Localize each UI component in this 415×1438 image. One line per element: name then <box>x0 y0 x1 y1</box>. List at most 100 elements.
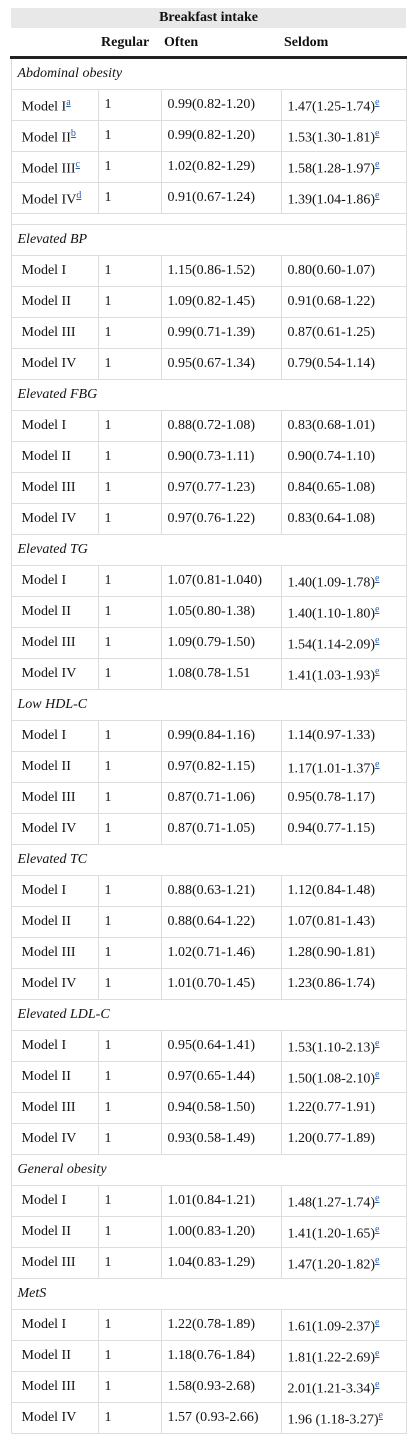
group-header: Breakfast intake <box>11 8 407 30</box>
seldom-cell: 0.84(0.65-1.08) <box>280 472 407 504</box>
footnote-link[interactable]: e <box>375 1223 380 1235</box>
model-cell: Model III <box>10 1092 99 1124</box>
footnote-link[interactable]: a <box>66 96 71 108</box>
data-row: Model I 1 0.88(0.72-1.08) 0.83(0.68-1.01) <box>10 410 407 442</box>
model-label: Model II <box>21 1348 71 1363</box>
footnote-link[interactable]: c <box>75 158 80 170</box>
seldom-value: 1.54(1.14-2.09) <box>287 637 376 653</box>
seldom-value: 1.40(1.10-1.80) <box>287 606 376 622</box>
section-title: General obesity <box>10 1154 407 1186</box>
section-row: MetS <box>10 1278 407 1310</box>
seldom-cell: 1.12(0.84-1.48) <box>280 875 407 907</box>
footnote-link[interactable]: e <box>375 1347 380 1359</box>
data-row: Model II 1 1.09(0.82-1.45) 0.91(0.68-1.22) <box>10 286 407 318</box>
model-cell: Model II <box>10 751 99 783</box>
seldom-cell: 1.81(1.22-2.69)e <box>280 1340 407 1372</box>
model-label: Model IV <box>21 1410 77 1425</box>
seldom-value: 1.23(0.86-1.74) <box>287 976 376 991</box>
often-cell: 0.95(0.67-1.34) <box>160 348 282 380</box>
model-label: Model IV <box>21 976 77 991</box>
column-header-blank <box>10 29 98 59</box>
often-cell: 0.99(0.82-1.20) <box>160 120 282 152</box>
footnote-link[interactable]: e <box>375 758 380 770</box>
footnote-link[interactable]: e <box>375 1068 380 1080</box>
footnote-link[interactable]: e <box>375 189 380 201</box>
section-row: Low HDL-C <box>10 689 407 721</box>
often-cell: 0.97(0.82-1.15) <box>160 751 282 783</box>
data-row: Model I 1 1.07(0.81-1.040) 1.40(1.09-1.78)e <box>10 565 407 597</box>
regular-cell: 1 <box>97 89 162 121</box>
footnote-link[interactable]: e <box>375 1378 380 1390</box>
model-label: Model III <box>21 1379 76 1394</box>
section-title: Elevated BP <box>10 224 407 256</box>
model-label: Model I <box>21 99 67 115</box>
model-cell: Model IIb <box>10 120 99 152</box>
seldom-cell: 0.83(0.64-1.08) <box>280 503 407 535</box>
footnote-link[interactable]: e <box>375 127 380 139</box>
footnote-link[interactable]: b <box>70 127 76 139</box>
footnote-ref: e <box>375 571 379 584</box>
section-title: MetS <box>10 1278 407 1310</box>
seldom-value: 2.01(1.21-3.34) <box>287 1381 376 1397</box>
seldom-cell: 1.96 (1.18-3.27)e <box>280 1402 407 1434</box>
data-table: Breakfast intake Regular Often Seldom Ab… <box>10 8 407 1434</box>
seldom-cell: 1.17(1.01-1.37)e <box>280 751 407 783</box>
seldom-value: 1.41(1.20-1.65) <box>287 1226 376 1242</box>
seldom-cell: 1.20(0.77-1.89) <box>280 1123 407 1155</box>
model-cell: Model III <box>10 627 99 659</box>
regular-cell: 1 <box>97 1371 162 1403</box>
model-cell: Model III <box>10 1371 99 1403</box>
model-cell: Model II <box>10 596 99 628</box>
often-cell: 0.88(0.72-1.08) <box>160 410 282 442</box>
model-cell: Model IV <box>10 658 99 690</box>
data-row: Model IV 1 0.87(0.71-1.05) 0.94(0.77-1.15) <box>10 813 407 845</box>
footnote-link[interactable]: e <box>375 603 380 615</box>
seldom-value: 1.47(1.20-1.82) <box>287 1257 376 1273</box>
seldom-value: 0.94(0.77-1.15) <box>287 821 376 836</box>
section-title: Abdominal obesity <box>10 57 407 90</box>
footnote-link[interactable]: e <box>375 1254 380 1266</box>
regular-cell: 1 <box>97 1340 162 1372</box>
footnote-link[interactable]: e <box>375 1192 380 1204</box>
often-cell: 0.99(0.82-1.20) <box>160 89 282 121</box>
data-row: Model IIIc 1 1.02(0.82-1.29) 1.58(1.28-1.97… <box>10 151 407 183</box>
seldom-cell: 0.87(0.61-1.25) <box>280 317 407 349</box>
footnote-link[interactable]: e <box>375 634 380 646</box>
footnote-link[interactable]: e <box>375 1037 380 1049</box>
often-cell: 0.88(0.63-1.21) <box>160 875 282 907</box>
model-label: Model I <box>21 1038 67 1053</box>
footnote-link[interactable]: e <box>375 572 380 584</box>
model-cell: Model I <box>10 1030 99 1062</box>
model-cell: Model IV <box>10 503 99 535</box>
regular-cell: 1 <box>97 875 162 907</box>
section-row: Elevated TG <box>10 534 407 566</box>
model-cell: Model III <box>10 317 99 349</box>
seldom-cell: 0.79(0.54-1.14) <box>280 348 407 380</box>
footnote-link[interactable]: e <box>375 1316 380 1328</box>
footnote-link[interactable]: e <box>375 158 380 170</box>
seldom-cell: 0.90(0.74-1.10) <box>280 441 407 473</box>
regular-cell: 1 <box>97 503 162 535</box>
footnote-link[interactable]: e <box>378 1409 383 1421</box>
model-label: Model III <box>21 945 76 960</box>
regular-cell: 1 <box>97 120 162 152</box>
often-cell: 1.58(0.93-2.68) <box>160 1371 282 1403</box>
data-row: Model I 1 0.95(0.64-1.41) 1.53(1.10-2.13)e <box>10 1030 407 1062</box>
footnote-link[interactable]: e <box>375 665 380 677</box>
footnote-ref: e <box>375 602 379 615</box>
often-cell: 0.94(0.58-1.50) <box>160 1092 282 1124</box>
footnote-link[interactable]: e <box>375 96 380 108</box>
model-label: Model IV <box>21 192 77 208</box>
seldom-value: 1.53(1.10-2.13) <box>287 1040 376 1056</box>
data-row: Model II 1 0.97(0.82-1.15) 1.17(1.01-1.37)e <box>10 751 407 783</box>
section-row: Abdominal obesity <box>10 57 407 90</box>
seldom-cell: 1.58(1.28-1.97)e <box>280 151 407 183</box>
footnote-ref: d <box>76 188 81 201</box>
seldom-cell: 2.01(1.21-3.34)e <box>280 1371 407 1403</box>
model-cell: Model IV <box>10 348 99 380</box>
regular-cell: 1 <box>97 1185 162 1217</box>
footnote-link[interactable]: d <box>76 189 82 201</box>
often-cell: 0.97(0.65-1.44) <box>160 1061 282 1093</box>
regular-cell: 1 <box>97 472 162 504</box>
